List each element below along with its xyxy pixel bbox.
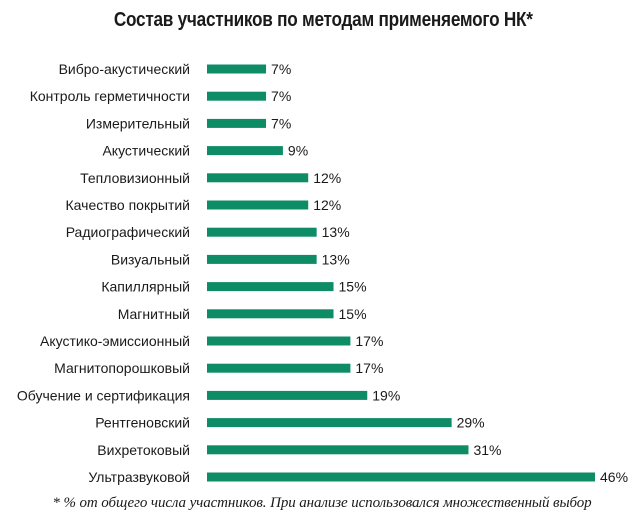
category-label: Качество покрытий: [66, 197, 190, 213]
category-label: Акустико-эмиссионный: [40, 333, 190, 349]
bar: [207, 118, 267, 128]
category-label: Обучение и сертификация: [17, 387, 190, 403]
value-label: 13%: [322, 224, 350, 240]
category-label: Магнитопорошковый: [54, 360, 190, 376]
value-label: 7%: [271, 115, 291, 131]
value-label: 17%: [355, 333, 383, 349]
value-label: 7%: [271, 61, 291, 77]
bar: [207, 418, 452, 428]
bar: [207, 363, 351, 373]
value-label: 15%: [339, 279, 367, 295]
bar: [207, 336, 351, 346]
value-label: 7%: [271, 88, 291, 104]
category-label: Вибро-акустический: [59, 61, 190, 77]
bar: [207, 282, 334, 292]
bar: [207, 472, 595, 482]
value-label: 9%: [288, 143, 308, 159]
value-label: 13%: [322, 251, 350, 267]
category-label: Капиллярный: [101, 279, 190, 295]
bar: [207, 254, 317, 264]
category-label: Измерительный: [86, 115, 190, 131]
value-label: 29%: [457, 415, 485, 431]
category-label: Радиографический: [66, 224, 190, 240]
bar: [207, 200, 309, 210]
value-label: 12%: [313, 197, 341, 213]
bar: [207, 227, 317, 237]
bar: [207, 146, 283, 156]
bar: [207, 309, 334, 319]
value-label: 31%: [473, 442, 501, 458]
value-label: 15%: [339, 306, 367, 322]
value-label: 12%: [313, 170, 341, 186]
chart-title: Состав участников по методам применяемог…: [113, 9, 533, 31]
category-label: Вихретоковый: [97, 442, 190, 458]
category-label: Контроль герметичности: [30, 88, 190, 104]
bar: [207, 173, 309, 183]
category-label: Акустический: [102, 143, 190, 159]
category-label: Тепловизионный: [80, 170, 190, 186]
category-label: Магнитный: [118, 306, 190, 322]
category-label: Ультразвуковой: [88, 469, 190, 485]
value-label: 46%: [600, 469, 628, 485]
category-label: Рентгеновский: [95, 415, 190, 431]
bar: [207, 390, 368, 400]
bar: [207, 64, 267, 74]
bar: [207, 445, 469, 455]
category-label: Визуальный: [111, 251, 190, 267]
value-label: 19%: [372, 387, 400, 403]
chart-footnote: * % от общего числа участников. При анал…: [52, 495, 592, 511]
bar: [207, 91, 267, 101]
value-label: 17%: [355, 360, 383, 376]
